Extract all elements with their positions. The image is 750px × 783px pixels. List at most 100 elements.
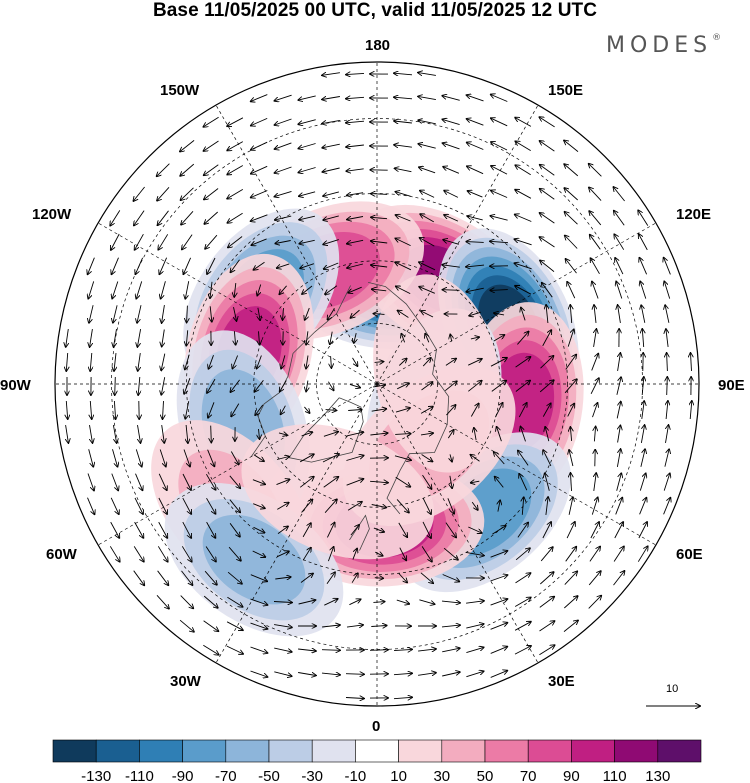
wind-vector: [158, 497, 167, 514]
wind-vector: [540, 547, 553, 562]
wind-vector: [493, 335, 505, 342]
wind-vector: [182, 473, 191, 490]
wind-vector: [450, 475, 452, 488]
wind-vector: [346, 456, 363, 461]
wind-vector: [90, 329, 93, 347]
wind-vector: [640, 425, 644, 443]
wind-vector: [565, 212, 578, 225]
colorbar-swatch: [139, 739, 183, 763]
wind-vector: [279, 285, 287, 294]
wind-vector: [326, 572, 335, 584]
wind-vector: [638, 522, 647, 539]
wind-vector: [539, 117, 555, 128]
wind-vector: [418, 144, 436, 149]
wind-vector: [594, 427, 595, 442]
wind-vector: [594, 329, 597, 347]
wind-vector: [398, 522, 407, 537]
wind-vector: [250, 670, 268, 677]
wind-vector: [468, 526, 481, 533]
map-boundary-circle: [54, 61, 700, 707]
wind-vector: [328, 381, 333, 391]
wind-vector: [323, 477, 339, 488]
wind-vector: [251, 165, 268, 173]
wind-vector: [184, 378, 191, 394]
wind-vector: [494, 403, 502, 418]
wind-vector: [570, 427, 571, 441]
wind-vector-layer: [66, 73, 692, 699]
wind-vector: [564, 164, 579, 177]
colorbar-swatch: [268, 739, 313, 763]
wind-vector: [664, 281, 671, 299]
wind-vector: [275, 190, 292, 196]
wind-vector: [345, 698, 364, 699]
colorbar-tick-label: -70: [215, 768, 237, 783]
wind-vector: [542, 403, 550, 417]
wind-vector: [542, 283, 553, 298]
wind-vector: [325, 410, 337, 411]
lon-label-150w: 150W: [160, 82, 200, 99]
wind-vector: [497, 427, 502, 442]
wind-vector: [442, 96, 460, 101]
wind-vector: [369, 650, 388, 651]
wind-vector: [639, 473, 645, 491]
wind-vector: [323, 215, 339, 220]
wind-vector: [300, 263, 315, 269]
wind-vector: [185, 401, 190, 419]
wind-vector: [490, 290, 508, 291]
registered-mark: ®: [712, 33, 722, 43]
wind-vector: [664, 449, 669, 467]
wind-vector: [466, 242, 484, 243]
wind-vector: [442, 672, 460, 677]
wind-vector: [371, 217, 388, 218]
wind-vector: [522, 497, 523, 515]
wind-vector: [563, 620, 578, 632]
wind-vector: [394, 455, 411, 460]
wind-vector: [394, 73, 413, 75]
wind-vector: [618, 353, 621, 371]
wind-vector: [306, 380, 308, 392]
wind-vector: [398, 311, 409, 318]
wind-vector: [274, 671, 291, 676]
wind-vector: [401, 334, 404, 343]
wind-vector: [515, 286, 532, 295]
wind-vector: [227, 189, 244, 198]
wind-vector: [490, 358, 507, 367]
wind-vector: [327, 547, 333, 562]
wind-vector: [346, 625, 363, 627]
wind-vector: [420, 572, 433, 583]
colorbar-swatch: [52, 739, 97, 763]
wind-vector: [396, 499, 409, 512]
wind-vector: [259, 428, 260, 439]
wind-vector: [590, 235, 601, 250]
wind-vector: [663, 498, 671, 515]
brand-text: MODES: [606, 33, 713, 58]
wind-vector: [642, 401, 644, 419]
wind-vector: [347, 193, 364, 196]
wind-vector: [514, 263, 532, 270]
colorbar-swatch: [527, 739, 572, 763]
wind-vector: [471, 455, 480, 462]
wind-vector: [324, 262, 339, 269]
wind-vector: [445, 522, 456, 538]
wind-vector: [641, 305, 646, 323]
wind-vector: [275, 577, 290, 579]
anomaly-contour-band: [373, 274, 501, 473]
wind-vector: [251, 94, 268, 102]
wind-vector: [257, 284, 260, 296]
wind-vector: [542, 522, 551, 539]
wind-vector: [613, 571, 625, 586]
wind-vector: [112, 425, 116, 443]
wind-vector: [115, 376, 116, 395]
wind-vector: [330, 331, 332, 345]
colorbar-tick-label: -90: [172, 768, 194, 783]
wind-vector: [346, 97, 365, 98]
wind-vector: [274, 625, 292, 628]
wind-vector: [306, 331, 308, 344]
wind-vector: [618, 426, 621, 443]
wind-vector: [592, 282, 599, 299]
wind-vector: [181, 570, 193, 585]
wind-vector: [540, 213, 555, 224]
lon-label-180: 180: [365, 37, 391, 54]
wind-vector: [543, 450, 552, 467]
wind-vector: [395, 192, 411, 197]
